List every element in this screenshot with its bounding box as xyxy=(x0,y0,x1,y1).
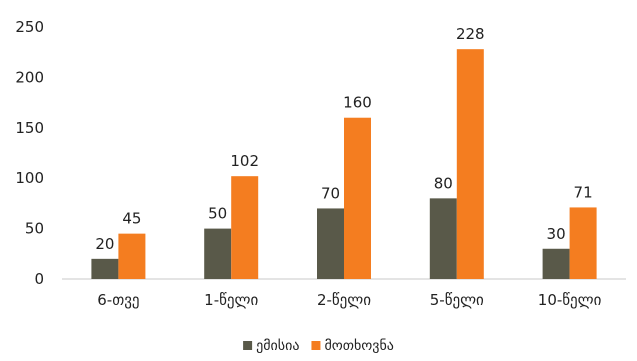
x-tick-label: 1-წელი xyxy=(204,291,258,309)
bars xyxy=(91,49,597,280)
data-labels: 20 45 50 102 70 160 80 228 30 71 xyxy=(95,25,592,253)
legend-item: მოთხოვნა xyxy=(311,338,394,354)
x-tick-label: 2-წელი xyxy=(317,291,371,309)
bar-series-2 xyxy=(344,117,371,279)
data-label: 80 xyxy=(434,174,453,192)
bar-series-1 xyxy=(542,248,570,279)
bar-series-1 xyxy=(429,198,457,279)
data-label: 50 xyxy=(208,205,227,223)
y-tick-label: 250 xyxy=(15,18,44,36)
bar-series-1 xyxy=(317,208,344,279)
data-label: 30 xyxy=(547,225,566,243)
data-label: 228 xyxy=(456,25,485,43)
bar-series-1 xyxy=(91,258,119,279)
data-label: 70 xyxy=(321,184,340,202)
legend-swatch xyxy=(243,341,253,350)
x-axis: 6-თვე 1-წელი 2-წელი 5-წელი 10-წელი xyxy=(97,291,601,309)
legend: ემისია მოთხოვნა xyxy=(243,338,394,354)
legend-label: ემისია xyxy=(256,338,299,354)
y-axis: 0 50 100 150 200 250 xyxy=(15,18,44,288)
data-label: 45 xyxy=(122,210,141,228)
legend-label: მოთხოვნა xyxy=(324,338,393,354)
y-tick-label: 200 xyxy=(15,68,44,86)
data-label: 102 xyxy=(230,152,259,170)
data-label: 20 xyxy=(95,235,114,253)
bar-series-2 xyxy=(118,233,146,279)
y-tick-label: 0 xyxy=(34,270,44,288)
y-tick-label: 150 xyxy=(15,119,44,137)
legend-swatch xyxy=(311,341,321,350)
x-tick-label: 10-წელი xyxy=(538,291,602,309)
bar-series-2 xyxy=(231,176,259,279)
x-tick-label: 6-თვე xyxy=(97,291,139,309)
data-label: 71 xyxy=(574,183,593,201)
y-tick-label: 100 xyxy=(15,169,44,187)
bar-series-2 xyxy=(569,207,597,279)
y-tick-label: 50 xyxy=(25,220,44,238)
data-label: 160 xyxy=(343,94,372,112)
legend-item: ემისია xyxy=(243,338,299,354)
bar-series-2 xyxy=(456,49,484,280)
x-tick-label: 5-წელი xyxy=(430,291,484,309)
bar-series-1 xyxy=(204,228,232,279)
